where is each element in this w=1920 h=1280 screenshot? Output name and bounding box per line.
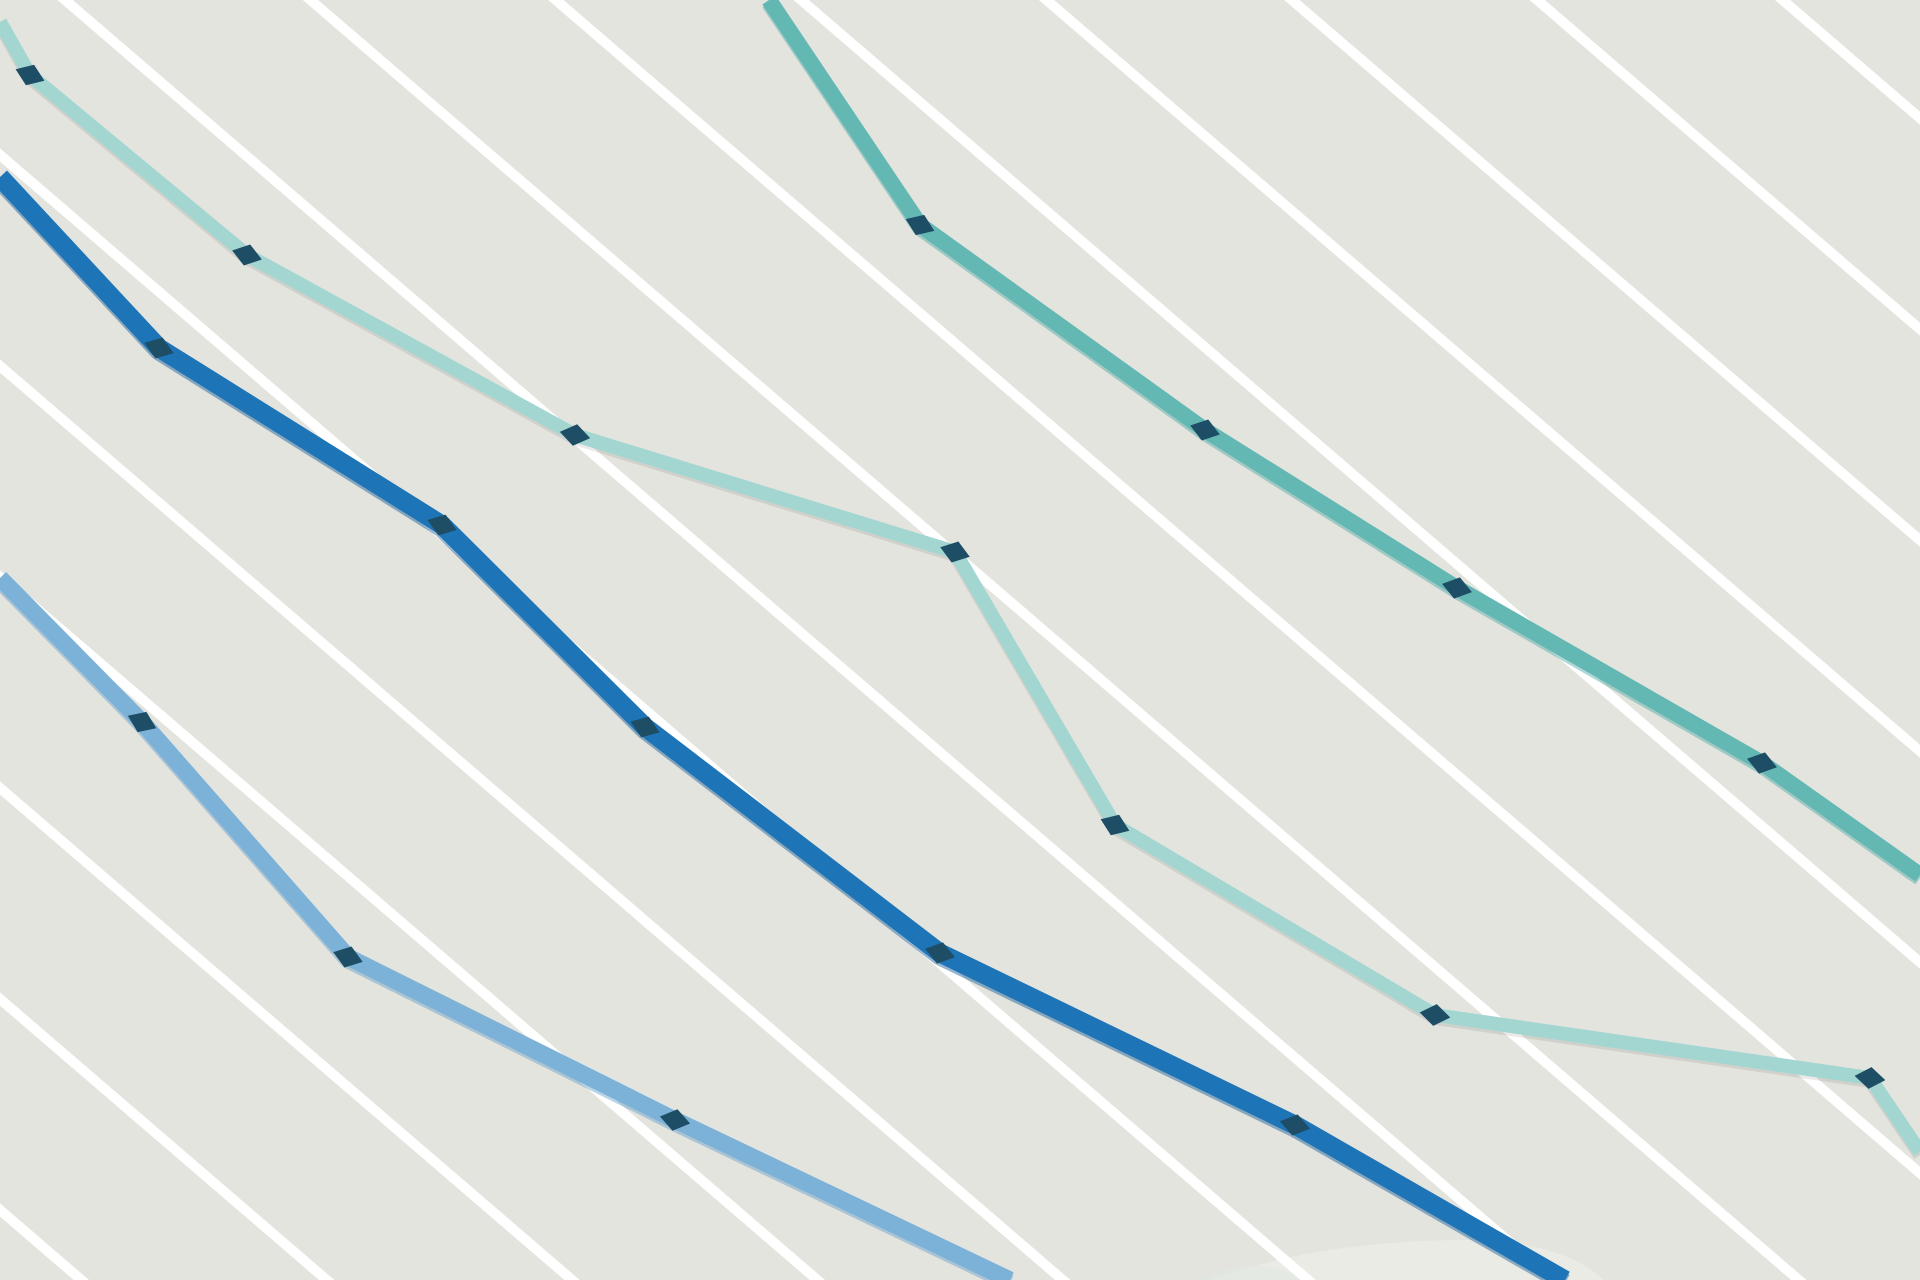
data-point-marker-pale-teal[interactable] — [1853, 1065, 1887, 1091]
gridline — [1529, 0, 1920, 336]
data-point-marker-pale-teal[interactable] — [229, 240, 265, 270]
data-point-marker-medium-teal[interactable] — [1439, 573, 1475, 602]
data-point-marker-dark-blue[interactable] — [141, 333, 177, 364]
data-point-marker-pale-teal[interactable] — [12, 59, 49, 91]
data-point-marker-pale-teal[interactable] — [558, 421, 593, 449]
gridline — [0, 148, 1316, 1280]
gridline — [0, 359, 1071, 1280]
data-point-marker-medium-teal[interactable] — [901, 209, 938, 241]
data-point-marker-dark-blue[interactable] — [1277, 1111, 1312, 1140]
data-point-marker-light-blue[interactable] — [123, 706, 160, 739]
data-point-marker-light-blue[interactable] — [330, 942, 366, 973]
gridline — [793, 0, 1920, 969]
series-line-medium-teal — [762, 0, 1920, 882]
gridline — [1038, 0, 1920, 758]
data-point-marker-pale-teal[interactable] — [937, 537, 973, 567]
data-point-marker-dark-blue[interactable] — [922, 938, 958, 968]
background-tint-shape — [1198, 1266, 1306, 1280]
data-point-marker-medium-teal[interactable] — [1187, 415, 1223, 445]
data-point-marker-light-blue[interactable] — [657, 1106, 692, 1134]
data-point-marker-pale-teal[interactable] — [1418, 1002, 1452, 1029]
gridline — [0, 992, 335, 1280]
gridline — [0, 570, 826, 1280]
data-point-marker-pale-teal[interactable] — [1097, 809, 1134, 841]
data-point-marker-dark-blue[interactable] — [424, 510, 460, 541]
gridline — [1284, 0, 1920, 547]
data-point-marker-dark-blue[interactable] — [627, 711, 664, 742]
data-point-marker-medium-teal[interactable] — [1744, 748, 1780, 778]
gridline — [0, 781, 580, 1280]
